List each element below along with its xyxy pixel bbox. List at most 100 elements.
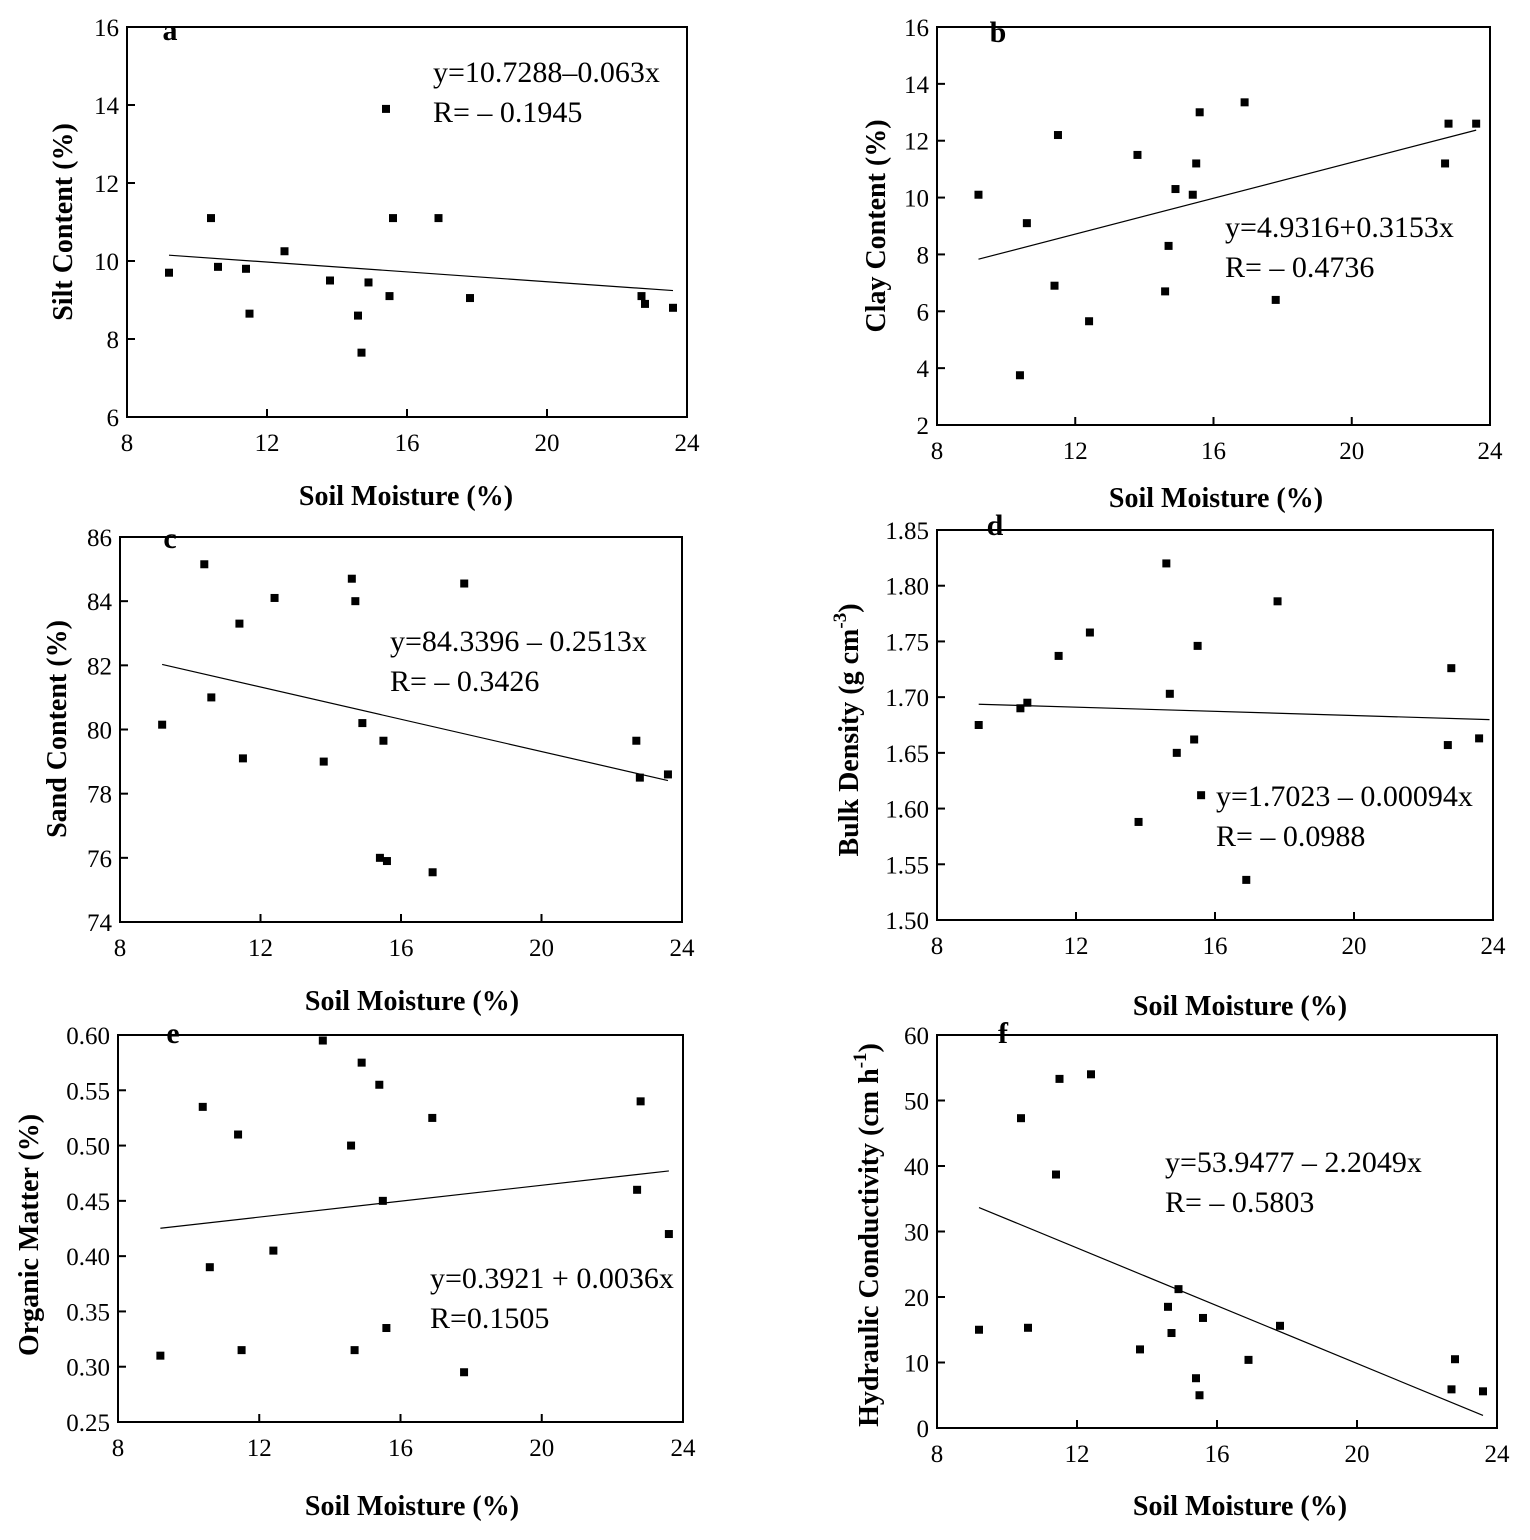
data-point (207, 214, 215, 223)
panel-e: 8 12 16 20 24 0.25 0.30 0.35 0.40 0.45 0.50 0.55 0.6… (14, 1017, 696, 1522)
y-tick-label: 12 (904, 129, 929, 156)
regression-equation: y=10.7288–0.063x (433, 56, 660, 89)
panel-d: 8 12 16 20 24 1.50 1.55 1.60 1.65 1.70 1.75 1.80 1.8… (830, 509, 1506, 1022)
correlation-coefficient: R= – 0.4736 (1225, 251, 1374, 284)
x-tick-label: 12 (1065, 1441, 1090, 1468)
y-tick-label: 0.30 (66, 1355, 110, 1382)
x-tick-label: 16 (388, 1435, 413, 1462)
panel-letter: d (987, 509, 1004, 542)
x-tick-label: 12 (255, 430, 280, 457)
x-tick-label: 16 (1205, 1441, 1230, 1468)
y-tick-label: 0 (917, 1416, 930, 1443)
data-point (1271, 295, 1280, 304)
data-point (242, 264, 250, 273)
regression-equation: y=53.9477 – 2.2049x (1165, 1146, 1422, 1179)
y-tick-label: 60 (904, 1023, 929, 1050)
y-tick-label: 6 (917, 299, 930, 326)
y-tick-label: 10 (94, 249, 119, 276)
y-tick-label: 40 (904, 1154, 929, 1181)
data-point (318, 1036, 327, 1045)
plot-frame (936, 529, 1494, 921)
y-tick-label: 0.45 (66, 1189, 110, 1216)
data-point (1023, 698, 1032, 707)
x-tick-label: 24 (1485, 1441, 1511, 1468)
data-point (1192, 1374, 1200, 1383)
y-tick-label: 0.55 (66, 1078, 110, 1105)
regression-equation: y=1.7023 – 0.00094x (1216, 780, 1473, 813)
y-tick-label: 12 (94, 171, 119, 198)
x-tick-label: 24 (1478, 438, 1504, 465)
x-tick-label: 12 (248, 935, 273, 962)
data-point (245, 309, 254, 318)
data-point (466, 294, 474, 303)
data-point (641, 299, 649, 308)
y-tick-label: 14 (904, 72, 930, 99)
data-point (1472, 119, 1481, 128)
x-tick-label: 20 (1345, 1441, 1370, 1468)
data-point (1085, 317, 1094, 326)
data-point (1195, 108, 1204, 117)
y-tick-label: 14 (94, 93, 120, 120)
y-axis-title: Clay Content (%) (861, 119, 892, 332)
x-tick-label: 12 (1064, 933, 1089, 960)
y-tick-label: 2 (917, 413, 930, 440)
data-point (1015, 371, 1024, 380)
y-tick-label: 1.60 (885, 797, 929, 824)
data-point (1273, 597, 1282, 606)
y-tick-label: 82 (87, 653, 112, 680)
data-point (1164, 1302, 1172, 1311)
y-tick-label: 50 (904, 1089, 929, 1116)
data-point (1022, 219, 1031, 228)
y-tick-label: 6 (107, 405, 120, 432)
x-tick-label: 16 (389, 935, 414, 962)
x-axis-title: Soil Moisture (%) (299, 481, 513, 512)
plot-frame (117, 1034, 684, 1423)
data-point (1447, 664, 1456, 673)
data-point (1475, 734, 1484, 743)
x-tick-label: 8 (931, 438, 944, 465)
data-point (200, 560, 209, 569)
data-point (1199, 1313, 1207, 1322)
y-tick-label: 74 (87, 910, 113, 937)
data-point (382, 1324, 391, 1333)
data-point (1053, 131, 1062, 140)
correlation-coefficient: R= – 0.1945 (433, 96, 582, 129)
data-point (375, 853, 384, 862)
data-point (1017, 1114, 1025, 1123)
y-tick-label: 1.55 (885, 852, 929, 879)
x-tick-label: 16 (395, 430, 420, 457)
x-tick-label: 8 (114, 935, 127, 962)
data-point (375, 1080, 384, 1089)
data-point (1161, 287, 1170, 296)
data-point (238, 754, 247, 763)
data-point (379, 736, 388, 745)
data-point (1190, 735, 1199, 744)
data-point (1167, 1329, 1176, 1338)
y-tick-label: 8 (917, 242, 930, 269)
y-tick-label: 86 (87, 525, 112, 552)
x-tick-label: 8 (121, 430, 134, 457)
data-point (974, 190, 983, 199)
data-point (633, 1185, 642, 1194)
data-point (1165, 689, 1174, 698)
x-tick-label: 12 (247, 1435, 272, 1462)
data-point (1444, 119, 1453, 128)
regression-line (162, 663, 669, 782)
data-point (382, 857, 391, 866)
x-tick-label: 20 (529, 1435, 554, 1462)
y-tick-label: 1.65 (885, 741, 929, 768)
data-point (1479, 1387, 1487, 1396)
correlation-coefficient: R= – 0.5803 (1165, 1186, 1314, 1219)
y-tick-label: 76 (87, 846, 112, 873)
y-tick-label: 0.40 (66, 1244, 110, 1271)
x-tick-label: 24 (670, 935, 696, 962)
data-point (326, 276, 334, 285)
y-tick-label: 84 (87, 589, 113, 616)
data-point (1162, 559, 1171, 568)
data-point (1188, 190, 1197, 199)
regression-line (168, 254, 674, 292)
data-point (280, 247, 289, 256)
data-point (382, 104, 390, 113)
data-point (347, 574, 356, 583)
data-point (351, 597, 360, 606)
